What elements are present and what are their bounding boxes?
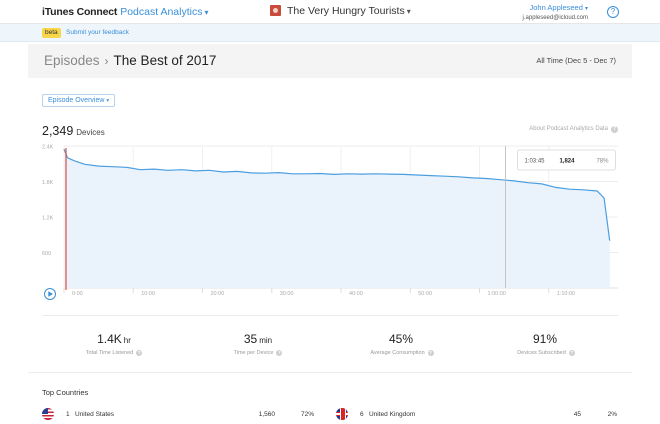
brand-name: iTunes Connect (42, 6, 118, 18)
x-tick-label: 30:00 (280, 291, 294, 297)
info-icon[interactable]: ? (568, 350, 575, 356)
x-tick-label: 0:00 (72, 291, 83, 297)
podcast-artwork-icon (270, 5, 281, 16)
about-data-link[interactable]: About Podcast Analytics Data? (529, 126, 618, 133)
help-icon[interactable]: ? (607, 6, 619, 18)
country-value: 45 (573, 411, 581, 418)
stat-label: Time per Device? (233, 350, 283, 356)
stat-unit: min (259, 336, 273, 345)
stat-0: 1.4K hr Total Time Listened? (42, 332, 186, 356)
chevron-down-icon: ▾ (106, 98, 110, 104)
stat-label: Devices Subscribed? (517, 350, 575, 356)
stat-label: Total Time Listened? (85, 350, 143, 356)
tooltip-value: 1,824 (559, 159, 575, 165)
info-icon[interactable]: ? (427, 350, 434, 356)
breadcrumb: Episodes › The Best of 2017 (44, 53, 216, 68)
chevron-down-icon[interactable]: ▾ (204, 8, 209, 17)
breadcrumb-episodes[interactable]: Episodes (44, 53, 100, 68)
brand: iTunes Connect Podcast Analytics ▾ (42, 6, 209, 18)
play-icon[interactable] (48, 291, 53, 297)
view-select-value: Episode Overview (48, 97, 105, 104)
y-tick-label: 600 (42, 251, 51, 257)
user-name: John Appleseed (529, 3, 583, 12)
info-icon[interactable]: ? (611, 126, 618, 133)
divider (28, 372, 632, 373)
x-tick-label: 40:00 (349, 291, 363, 297)
us-flag-icon (42, 408, 54, 420)
page-header: Episodes › The Best of 2017 All Time (Dec … (28, 44, 632, 78)
top-countries-title: Top Countries (42, 388, 89, 397)
module-switcher[interactable]: Podcast Analytics (120, 6, 203, 18)
x-tick-label: 20:00 (211, 291, 225, 297)
stat-1: 35 min Time per Device? (186, 332, 330, 356)
x-tick-label: 1:00:00 (488, 291, 506, 297)
top-bar: iTunes Connect Podcast Analytics ▾ The Ver… (0, 0, 660, 24)
series-line (63, 148, 611, 241)
country-value: 1,560 (258, 411, 275, 418)
devices-label: Devices (76, 128, 105, 137)
podcast-title: The Very Hungry Tourists (287, 5, 405, 17)
country-row[interactable]: 1 United States 1,560 72% (0, 408, 660, 420)
country-percent: 2% (607, 411, 617, 418)
chevron-down-icon: ▾ (584, 6, 588, 12)
country-rank: 1 (66, 411, 70, 418)
country-percent: 72% (300, 411, 314, 418)
breadcrumb-separator-icon: › (104, 54, 109, 68)
beta-badge: beta (42, 28, 61, 38)
date-range[interactable]: All Time (Dec 5 - Dec 7) (536, 56, 616, 65)
x-tick-label: 1:10:00 (557, 291, 575, 297)
stat-unit: hr (123, 336, 131, 345)
user-email: j.appleseed@icloud.com (522, 15, 588, 21)
stat-3: 91% Devices Subscribed? (474, 332, 618, 356)
y-tick-label: 1.2K (42, 216, 54, 222)
country-row[interactable]: 6 United Kingdom 45 2% (0, 408, 660, 420)
info-icon[interactable]: ? (276, 350, 283, 356)
country-rank: 6 (360, 411, 364, 418)
x-tick-label: 50:00 (418, 291, 432, 297)
feedback-link[interactable]: Submit your feedback (66, 29, 129, 36)
series-area (64, 149, 610, 288)
view-select[interactable]: Episode Overview ▾ (42, 94, 116, 107)
chevron-down-icon: ▾ (406, 7, 411, 16)
devices-count: 2,349 (42, 124, 74, 138)
beta-bar: beta Submit your feedback (0, 24, 660, 42)
stat-value: 1.4K hr (97, 332, 131, 346)
y-tick-label: 2.4K (42, 145, 54, 151)
tooltip-percent: 78% (596, 159, 609, 165)
country-name: United Kingdom (369, 411, 416, 418)
x-tick-label: 10:00 (141, 291, 155, 297)
tooltip-time: 1:03:45 (524, 159, 545, 165)
user-menu[interactable]: John Appleseed ▾ j.appleseed@icloud.com (523, 3, 588, 23)
podcast-switcher[interactable]: The Very Hungry Tourists ▾ (270, 5, 411, 17)
stat-value: 91% (532, 332, 558, 346)
info-icon[interactable]: ? (136, 350, 143, 356)
y-tick-label: 1.8K (42, 180, 54, 186)
stat-label: Average Consumption? (370, 350, 434, 356)
uk-flag-icon (336, 408, 348, 420)
stat-value: 35 min (243, 332, 273, 346)
hover-tooltip (517, 149, 616, 171)
devices-summary: 2,349 Devices (42, 122, 105, 140)
about-data-label: About Podcast Analytics Data (529, 126, 608, 132)
page-title: The Best of 2017 (113, 53, 217, 68)
stat-2: 45% Average Consumption? (330, 332, 474, 356)
divider (42, 315, 618, 316)
country-name: United States (75, 411, 115, 418)
stat-value: 45% (388, 332, 414, 346)
